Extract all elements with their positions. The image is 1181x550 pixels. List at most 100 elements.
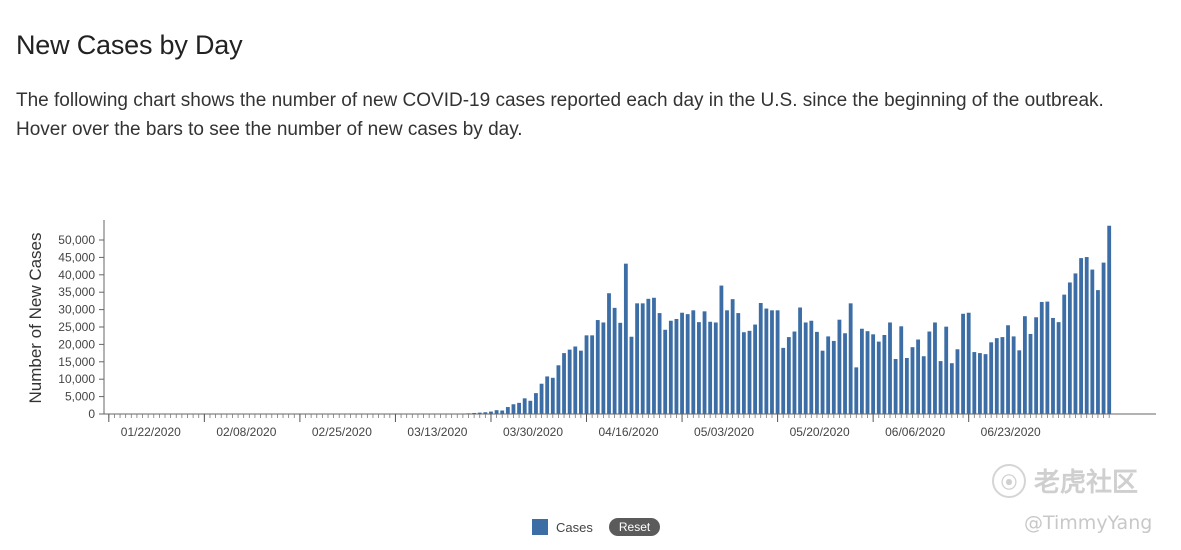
bar[interactable] <box>927 331 932 414</box>
bar[interactable] <box>764 308 769 414</box>
bar[interactable] <box>1073 273 1078 414</box>
bar[interactable] <box>994 338 999 414</box>
bar[interactable] <box>955 349 960 414</box>
bar[interactable] <box>989 342 994 414</box>
bar[interactable] <box>534 393 538 414</box>
bar[interactable] <box>674 319 679 414</box>
bar[interactable] <box>1045 301 1050 414</box>
bar[interactable] <box>472 412 477 414</box>
bar[interactable] <box>680 312 684 414</box>
bar[interactable] <box>848 303 853 414</box>
bar[interactable] <box>983 354 988 414</box>
bar[interactable] <box>590 335 595 414</box>
bar[interactable] <box>899 326 904 414</box>
bar[interactable] <box>646 298 651 414</box>
bar[interactable] <box>573 346 578 414</box>
bar[interactable] <box>556 365 561 414</box>
bar[interactable] <box>966 312 971 414</box>
bar[interactable] <box>713 322 718 414</box>
bar[interactable] <box>736 313 741 414</box>
bar[interactable] <box>567 349 572 414</box>
bar[interactable] <box>803 322 808 414</box>
bar[interactable] <box>1000 337 1005 414</box>
bar[interactable] <box>865 331 870 414</box>
bar[interactable] <box>798 307 802 414</box>
bar[interactable] <box>483 412 488 414</box>
bar[interactable] <box>809 320 814 414</box>
bar[interactable] <box>697 322 701 414</box>
bar[interactable] <box>938 361 943 414</box>
bar[interactable] <box>657 313 662 414</box>
bars-group[interactable] <box>421 225 1112 414</box>
bar[interactable] <box>792 331 797 414</box>
bar[interactable] <box>1022 316 1027 414</box>
bar[interactable] <box>1034 317 1039 414</box>
bar[interactable] <box>719 285 724 414</box>
bar[interactable] <box>820 350 825 414</box>
bar[interactable] <box>500 410 505 414</box>
bar[interactable] <box>607 293 611 414</box>
bar[interactable] <box>477 412 482 414</box>
bar[interactable] <box>725 310 729 414</box>
bar[interactable] <box>910 347 915 414</box>
bar[interactable] <box>826 336 831 414</box>
bar[interactable] <box>1079 258 1083 414</box>
bar[interactable] <box>1067 282 1072 414</box>
bar[interactable] <box>1056 322 1061 414</box>
bar[interactable] <box>775 310 780 414</box>
bar[interactable] <box>640 303 645 414</box>
bar[interactable] <box>949 363 954 414</box>
bar[interactable] <box>741 332 746 414</box>
bar[interactable] <box>972 352 977 414</box>
bar[interactable] <box>1006 325 1010 414</box>
bar[interactable] <box>815 331 819 414</box>
bar[interactable] <box>747 330 752 414</box>
bar[interactable] <box>505 407 510 414</box>
reset-button[interactable]: Reset <box>608 518 661 536</box>
bar[interactable] <box>685 314 690 414</box>
bar[interactable] <box>961 313 965 414</box>
bar[interactable] <box>876 341 881 414</box>
bar[interactable] <box>831 340 836 414</box>
bar[interactable] <box>522 398 527 414</box>
bar[interactable] <box>612 307 617 414</box>
bar[interactable] <box>1062 294 1067 414</box>
bar[interactable] <box>770 310 774 414</box>
bar[interactable] <box>730 299 735 414</box>
bar[interactable] <box>668 320 673 414</box>
bar[interactable] <box>539 383 544 414</box>
bar[interactable] <box>882 335 887 414</box>
legend-swatch-cases[interactable] <box>532 519 548 535</box>
bar[interactable] <box>854 367 859 414</box>
bar[interactable] <box>562 353 566 414</box>
bar[interactable] <box>511 404 516 414</box>
bar[interactable] <box>916 339 921 414</box>
legend-label-cases[interactable]: Cases <box>556 519 593 535</box>
bar[interactable] <box>618 322 623 414</box>
bar[interactable] <box>1107 225 1112 414</box>
bar[interactable] <box>1101 262 1106 414</box>
bar[interactable] <box>904 357 909 414</box>
bar[interactable] <box>1028 333 1033 414</box>
bar[interactable] <box>871 334 876 414</box>
bar[interactable] <box>1096 290 1100 414</box>
bar[interactable] <box>837 319 842 414</box>
bar[interactable] <box>933 322 937 414</box>
bar[interactable] <box>489 411 493 414</box>
bar[interactable] <box>584 335 589 414</box>
bar[interactable] <box>595 320 600 414</box>
bar[interactable] <box>545 376 550 414</box>
bar[interactable] <box>1039 301 1044 414</box>
bar[interactable] <box>629 336 634 414</box>
bar[interactable] <box>1017 350 1022 414</box>
bar[interactable] <box>517 402 521 414</box>
bar[interactable] <box>601 322 606 414</box>
bar[interactable] <box>578 350 583 414</box>
bar[interactable] <box>652 297 656 414</box>
bar[interactable] <box>859 328 864 414</box>
bar[interactable] <box>944 326 949 414</box>
bar[interactable] <box>550 377 555 414</box>
bar[interactable] <box>663 329 668 414</box>
bar[interactable] <box>921 356 926 414</box>
bar[interactable] <box>978 353 982 414</box>
